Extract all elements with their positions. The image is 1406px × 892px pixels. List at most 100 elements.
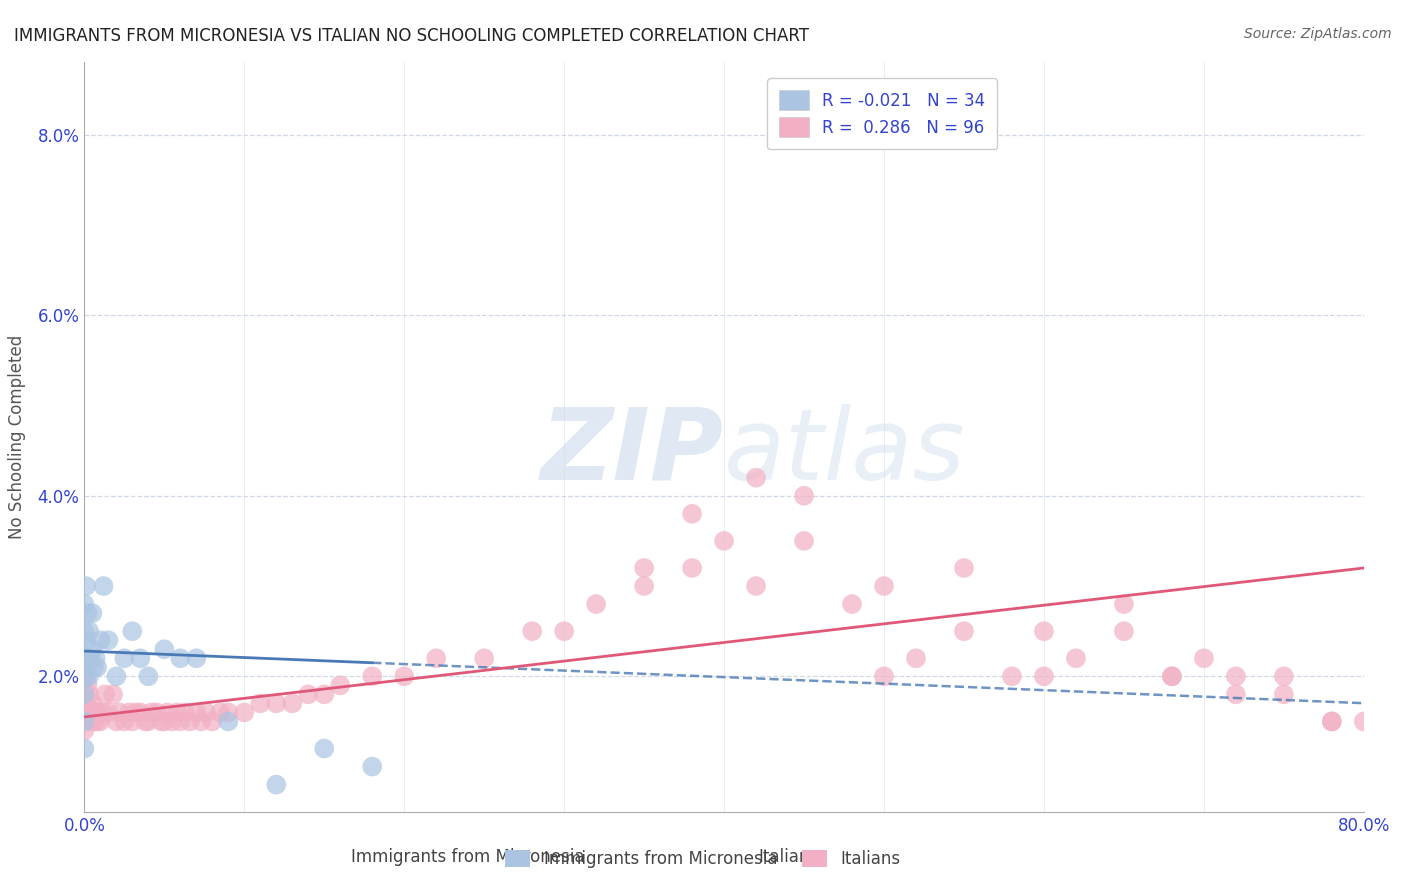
Point	[112, 651, 135, 665]
Point	[87, 706, 110, 720]
Point	[1064, 651, 1087, 665]
Point	[179, 714, 201, 729]
Point	[80, 714, 103, 729]
Point	[93, 579, 115, 593]
Point	[86, 660, 108, 674]
Point	[73, 687, 96, 701]
Point	[249, 697, 271, 711]
Point	[633, 579, 655, 593]
Point	[745, 579, 768, 593]
Point	[953, 624, 976, 639]
Point	[129, 651, 152, 665]
Point	[129, 706, 152, 720]
Point	[190, 714, 212, 729]
Point	[121, 624, 143, 639]
Point	[873, 669, 896, 683]
Point	[841, 597, 863, 611]
Point	[73, 651, 96, 665]
Point	[1161, 669, 1184, 683]
Point	[76, 651, 98, 665]
Point	[329, 678, 352, 692]
Point	[264, 697, 288, 711]
Point	[1385, 173, 1406, 187]
Point	[82, 697, 104, 711]
Point	[1320, 714, 1343, 729]
Point	[89, 633, 111, 648]
Point	[553, 624, 575, 639]
Point	[264, 778, 288, 792]
Point	[1001, 669, 1024, 683]
Point	[75, 669, 97, 683]
Point	[194, 706, 217, 720]
Point	[1161, 669, 1184, 683]
Point	[681, 561, 703, 575]
Point	[73, 687, 96, 701]
Point	[905, 651, 928, 665]
Text: IMMIGRANTS FROM MICRONESIA VS ITALIAN NO SCHOOLING COMPLETED CORRELATION CHART: IMMIGRANTS FROM MICRONESIA VS ITALIAN NO…	[14, 27, 808, 45]
Point	[153, 714, 176, 729]
Point	[1032, 624, 1054, 639]
Point	[217, 714, 239, 729]
Point	[166, 706, 188, 720]
Point	[209, 706, 232, 720]
Point	[94, 687, 117, 701]
Point	[75, 579, 97, 593]
Point	[1112, 624, 1135, 639]
Point	[73, 706, 96, 720]
Point	[97, 633, 120, 648]
Point	[361, 759, 384, 773]
Point	[1272, 669, 1295, 683]
Point	[86, 714, 108, 729]
Point	[101, 687, 124, 701]
Point	[156, 706, 179, 720]
Point	[89, 714, 111, 729]
Point	[118, 706, 141, 720]
Text: Immigrants from Micronesia: Immigrants from Micronesia	[352, 847, 585, 865]
Point	[97, 706, 120, 720]
Point	[201, 714, 224, 729]
Point	[153, 642, 176, 657]
Point	[105, 669, 128, 683]
Point	[83, 714, 105, 729]
Point	[76, 606, 98, 620]
Point	[138, 714, 160, 729]
Point	[84, 706, 107, 720]
Text: ZIP: ZIP	[541, 403, 724, 500]
Point	[1192, 651, 1215, 665]
Point	[585, 597, 607, 611]
Point	[873, 579, 896, 593]
Point	[145, 706, 167, 720]
Point	[73, 669, 96, 683]
Point	[233, 706, 256, 720]
Point	[76, 678, 98, 692]
Point	[186, 706, 208, 720]
Legend: Immigrants from Micronesia, Italians: Immigrants from Micronesia, Italians	[499, 843, 907, 875]
Point	[105, 714, 128, 729]
Point	[314, 741, 336, 756]
Point	[1320, 714, 1343, 729]
Point	[281, 697, 304, 711]
Text: atlas: atlas	[724, 403, 966, 500]
Point	[75, 633, 97, 648]
Point	[314, 687, 336, 701]
Point	[681, 507, 703, 521]
Point	[633, 561, 655, 575]
Point	[82, 606, 104, 620]
Point	[522, 624, 544, 639]
Point	[425, 651, 447, 665]
Point	[217, 706, 239, 720]
Point	[75, 697, 97, 711]
Point	[1112, 597, 1135, 611]
Point	[141, 706, 163, 720]
Point	[80, 651, 103, 665]
Point	[73, 624, 96, 639]
Point	[84, 651, 107, 665]
Point	[77, 624, 100, 639]
Point	[169, 651, 191, 665]
Point	[186, 651, 208, 665]
Point	[394, 669, 416, 683]
Point	[121, 714, 143, 729]
Point	[953, 561, 976, 575]
Point	[150, 714, 173, 729]
Point	[108, 706, 131, 720]
